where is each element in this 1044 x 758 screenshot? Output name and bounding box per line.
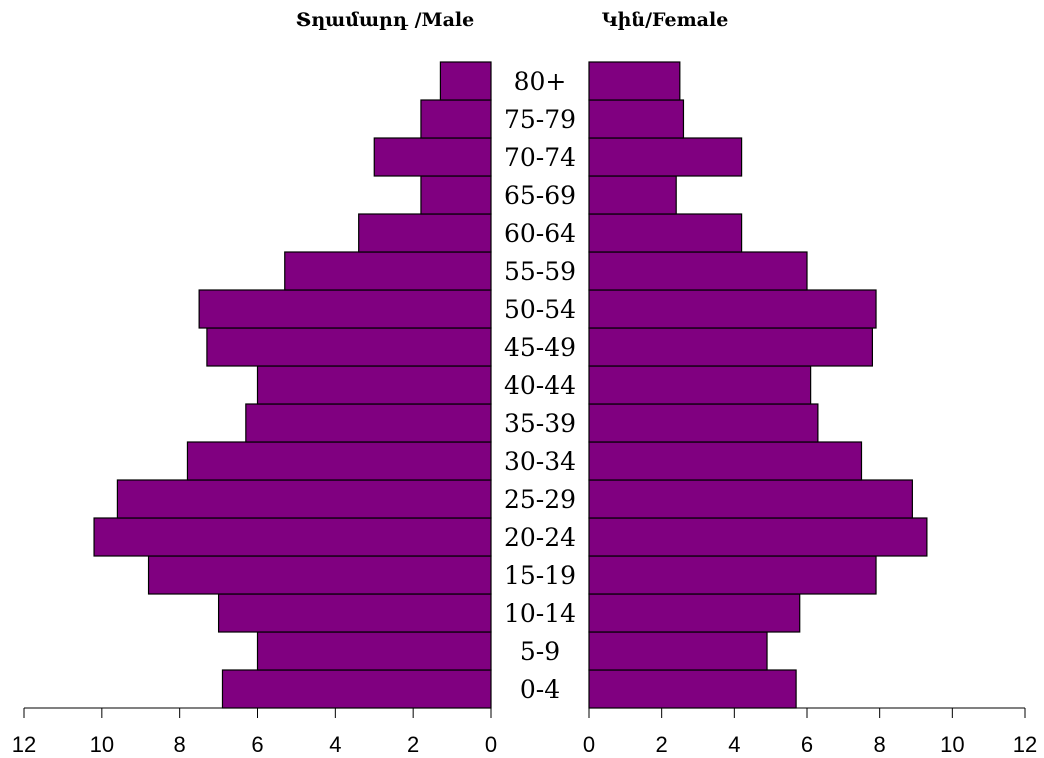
male-bar-60-64 [358,213,492,253]
female-bar-10-14 [588,593,801,633]
male-x-axis: 12 10 8 6 4 2 0 [12,707,497,757]
male-tick-label: 8 [174,732,186,757]
female-bar-80+ [588,61,681,101]
male-tick-label: 0 [485,732,497,757]
female-bar-50-54 [588,289,877,329]
female-tick-label: 10 [940,732,964,757]
female-bar-65-69 [588,175,677,215]
female-tick-label: 12 [1013,732,1037,757]
female-tick-label: 0 [583,732,595,757]
age-label-70-74: 70-74 [504,143,576,172]
age-label-50-54: 50-54 [504,295,576,324]
male-bar-35-39 [245,403,492,443]
male-bar-30-34 [186,441,492,481]
female-bar-55-59 [588,251,808,291]
age-label-40-44: 40-44 [504,371,576,400]
male-bar-15-19 [147,555,492,595]
male-bar-55-59 [284,251,492,291]
age-label-15-19: 15-19 [504,561,576,590]
age-group-labels: 0-4 5-9 10-14 15-19 20-24 25-29 30-34 35-39 40-4… [504,67,576,704]
female-bar-25-29 [588,479,913,519]
female-bar-0-4 [588,669,797,709]
age-label-55-59: 55-59 [504,257,576,286]
male-bar-10-14 [217,593,492,633]
age-label-5-9: 5-9 [520,637,560,666]
female-bar-40-44 [588,365,812,405]
age-label-75-79: 75-79 [504,105,576,134]
male-tick-label: 6 [251,732,263,757]
male-series-label: Տղամարդ /Male [296,9,474,31]
male-bar-40-44 [256,365,492,405]
male-tick-label: 2 [407,732,419,757]
female-series-label: Կին/Female [602,9,729,31]
female-bar-5-9 [588,631,768,671]
male-bar-45-49 [206,327,492,367]
female-tick-label: 2 [656,732,668,757]
age-label-0-4: 0-4 [520,675,560,704]
age-label-35-39: 35-39 [504,409,576,438]
male-bar-75-79 [420,99,492,139]
female-x-axis: 0 2 4 6 8 10 12 [583,707,1037,757]
age-label-25-29: 25-29 [504,485,576,514]
age-label-30-34: 30-34 [504,447,576,476]
male-bar-20-24 [93,517,492,557]
male-tick-label: 12 [12,732,36,757]
male-bar-50-54 [198,289,492,329]
female-tick-label: 8 [874,732,886,757]
male-bar-25-29 [116,479,492,519]
female-bar-75-79 [588,99,685,139]
age-label-10-14: 10-14 [504,599,576,628]
age-label-80+: 80+ [514,67,567,96]
female-bar-15-19 [588,555,877,595]
male-bar-70-74 [373,137,492,177]
male-bar-0-4 [221,669,492,709]
female-bar-20-24 [588,517,928,557]
male-tick-label: 10 [90,732,114,757]
female-bar-35-39 [588,403,819,443]
female-bar-30-34 [588,441,863,481]
male-bars [93,61,492,709]
female-bar-60-64 [588,213,743,253]
male-bar-5-9 [256,631,492,671]
female-bar-45-49 [588,327,873,367]
female-tick-label: 4 [728,732,740,757]
female-tick-label: 6 [801,732,813,757]
age-label-20-24: 20-24 [504,523,576,552]
male-bar-65-69 [420,175,492,215]
male-tick-label: 4 [329,732,341,757]
age-label-65-69: 65-69 [504,181,576,210]
female-bars [588,61,928,709]
female-bar-70-74 [588,137,743,177]
male-bar-80+ [439,61,492,101]
age-label-45-49: 45-49 [504,333,576,362]
age-label-60-64: 60-64 [504,219,576,248]
